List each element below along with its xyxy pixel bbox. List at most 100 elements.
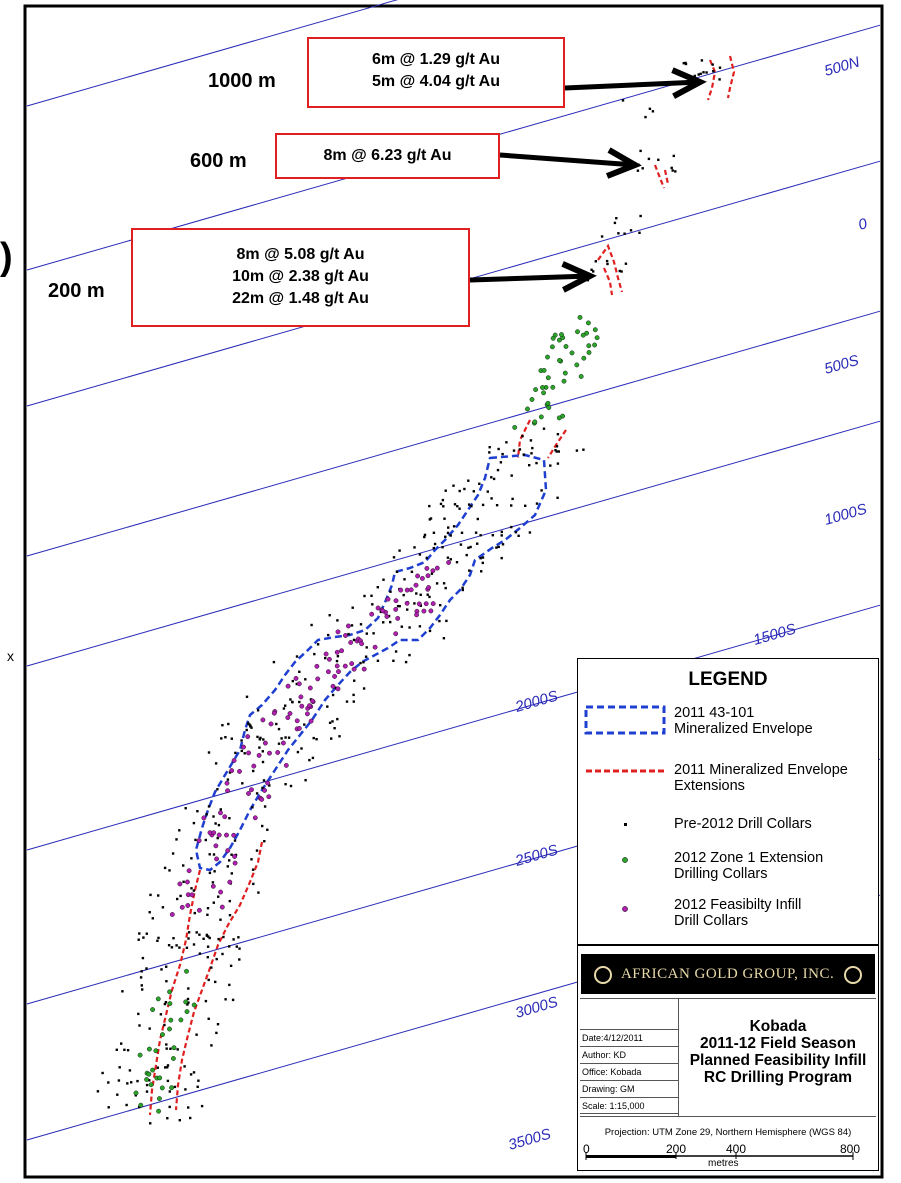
infill-collar (296, 681, 302, 687)
pre2012-collar (389, 620, 392, 624)
pre2012-collar (330, 737, 333, 740)
infill-collar (232, 860, 238, 866)
zone1-collar (550, 344, 555, 350)
pre2012-collar (463, 487, 466, 491)
pre2012-collar (461, 588, 464, 592)
pre2012-collar (442, 637, 446, 640)
infill-collar (372, 644, 378, 650)
pre2012-collar (230, 872, 233, 875)
pre2012-collar (575, 449, 579, 452)
pre2012-collar (620, 270, 623, 273)
zone1-collar (168, 1017, 174, 1023)
pre2012-collar (207, 751, 211, 754)
infill-collar (334, 663, 340, 669)
pre2012-collar (165, 1047, 168, 1050)
pre2012-collar (140, 984, 143, 987)
pre2012-collar (137, 938, 140, 941)
pre2012-collar (284, 736, 287, 739)
pre2012-collar (456, 505, 459, 508)
pre2012-collar (160, 968, 163, 971)
callout-arrows (469, 67, 707, 293)
pre2012-collar (425, 556, 428, 560)
infill-collar (196, 838, 202, 843)
pre2012-collar (718, 66, 722, 69)
infill-collar (393, 607, 399, 612)
pre2012-collar (248, 723, 251, 726)
pre2012-collar (261, 750, 264, 753)
infill-collar (299, 703, 305, 709)
pre2012-collar (413, 546, 416, 549)
pre2012-collar (453, 503, 457, 506)
pre2012-collar (521, 435, 524, 438)
pre2012-collar (187, 1106, 190, 1109)
pre2012-collar (275, 722, 278, 726)
pre2012-collar (217, 823, 221, 827)
zone1-collar (167, 1026, 172, 1032)
depth-label-1000m: 1000 m (208, 70, 276, 92)
pre2012-collar (476, 542, 479, 545)
pre2012-collar (193, 911, 196, 915)
pre2012-collar (262, 738, 265, 741)
pre2012-collar (156, 1066, 159, 1069)
pre2012-collar (212, 815, 215, 818)
infill-collar (218, 810, 223, 816)
legend-envelope-symbol (584, 705, 666, 735)
pre2012-collar (250, 726, 253, 729)
pre2012-collar (210, 966, 213, 969)
infill-collar (332, 674, 337, 679)
scale-tick-label: 400 (726, 1142, 747, 1156)
infill-collar (225, 788, 231, 794)
infill-collar (259, 797, 265, 802)
zone1-collar (191, 1002, 197, 1008)
pre2012-collar (406, 608, 409, 611)
pre2012-collar (522, 453, 525, 456)
pre2012-collar (245, 728, 248, 732)
zone1-collar (540, 385, 545, 390)
pre2012-collar (712, 70, 715, 73)
pre2012-collar (442, 582, 446, 585)
pre2012-collar (219, 918, 222, 921)
pre2012-collar (639, 214, 642, 218)
zone1-collar (144, 1077, 150, 1082)
infill-collar (393, 598, 399, 604)
pre2012-collar (718, 78, 721, 81)
zone1-collar (592, 342, 597, 348)
infill-collar (265, 780, 270, 786)
pre2012-collar (238, 947, 241, 950)
pre2012-collar (216, 788, 219, 791)
pre2012-collar (510, 504, 513, 507)
pre2012-collar (433, 542, 437, 546)
pre2012-collar (101, 1071, 104, 1075)
drill-collars (96, 59, 722, 1125)
pre2012-collar (192, 943, 196, 946)
infill-collar (225, 848, 231, 853)
pre2012-collar (256, 735, 259, 739)
legend-symbols (584, 705, 666, 912)
infill-collar (430, 601, 436, 606)
zone1-collar (167, 1001, 173, 1006)
legend-label-zone1: 2012 Zone 1 Extension Drilling Collars (674, 850, 824, 882)
pre2012-collar (638, 231, 641, 234)
pre2012-collar (164, 1001, 168, 1004)
pre2012-collar (693, 74, 696, 78)
pre2012-collar (423, 533, 427, 537)
pre2012-collar (404, 660, 408, 664)
legend-label-infill: 2012 Feasibilty Infill Drill Collars (674, 897, 802, 929)
pre2012-collar (138, 932, 141, 935)
infill-collar (398, 587, 404, 593)
pre2012-collar (163, 1023, 166, 1027)
infill-collar (231, 832, 237, 838)
pre2012-collar (224, 998, 227, 1001)
infill-collar (275, 750, 281, 755)
pre2012-collar (408, 653, 411, 657)
infill-collar (326, 656, 332, 662)
pre2012-collar (149, 1122, 152, 1125)
pre2012-collar (173, 1085, 177, 1089)
pre2012-collar (217, 895, 220, 898)
pre2012-collar (500, 534, 503, 537)
pre2012-collar (376, 659, 380, 662)
pre2012-collar (141, 956, 145, 960)
infill-collar (415, 573, 420, 579)
pre2012-collar (184, 807, 187, 810)
